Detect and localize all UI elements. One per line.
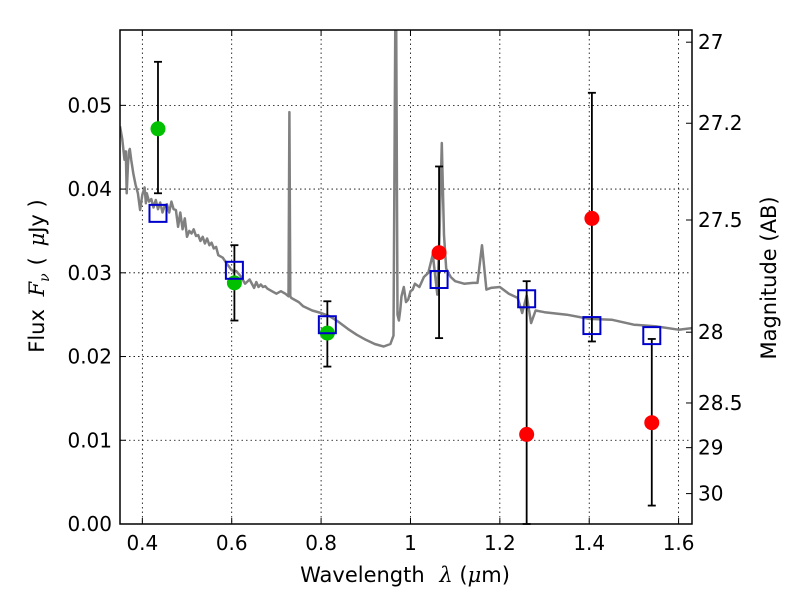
plot-area [120,30,692,524]
data-point-circle [584,210,600,226]
x-tick-label: 0.8 [305,531,337,555]
y-axis-label-mu: μ [25,233,49,247]
x-axis-label-unit: m) [481,563,510,587]
y-tick-label: 0.00 [67,512,112,536]
data-point-square [517,289,537,309]
data-point-circle [226,275,242,291]
y-tick-label: 0.04 [67,177,112,201]
data-point-square [642,326,662,346]
y-axis-label-open: ( [25,257,49,265]
right-tick-label: 27 [698,30,723,54]
y-tick-label: 0.02 [67,345,112,369]
right-tick-label: 28.5 [698,391,743,415]
x-tick-label: 1.2 [484,531,516,555]
y-axis-label-unit: Jy ) [25,199,49,235]
markers [148,121,662,442]
right-tick-label: 29 [698,436,723,460]
data-point-square [148,203,168,223]
data-point-circle [431,245,447,261]
tick-labels: 0.4 0.6 0.8 1 1.2 1.4 1.6 0.00 0.01 0.02 0.03 0.04 0… [67,30,742,555]
data-point-square [317,315,337,335]
data-point-circle [150,121,166,137]
x-axis-label-prefix: Wavelength [300,563,425,587]
data-point-circle [519,426,535,442]
data-point-square [582,316,602,336]
x-tick-label: 1.6 [663,531,695,555]
right-tick-label: 27.2 [698,111,743,135]
data-point-square [224,260,244,280]
data-point-circle [644,415,660,431]
x-axis-label-mu: μ [468,563,482,587]
right-tick-label: 30 [698,482,723,506]
y-tick-label: 0.01 [67,428,112,452]
x-axis-label: Wavelength λ (μm) [300,563,510,587]
x-tick-label: 1 [404,531,417,555]
x-axis-label-open: ( [459,563,467,587]
grid [120,30,692,524]
x-axis-label-symbol: λ [438,563,452,587]
y-tick-label: 0.05 [67,93,112,117]
y-axis-label: Flux Fν ( μJy ) [25,199,53,352]
x-tick-label: 1.4 [573,531,605,555]
right-tick-label: 28 [698,320,723,344]
x-tick-label: 0.4 [126,531,158,555]
y-axis-label-prefix: Flux [25,309,49,353]
plot-frame [119,29,693,525]
right-axis-label: Magnitude (AB) [757,196,781,359]
y-tick-label: 0.03 [67,261,112,285]
y-axis-label-symbol-sub: ν [37,273,53,282]
y-axis-label-symbol: F [25,280,49,297]
right-tick-label: 27.5 [698,208,743,232]
ticks [120,30,692,525]
data-point-square [429,270,449,290]
x-tick-label: 0.6 [216,531,248,555]
